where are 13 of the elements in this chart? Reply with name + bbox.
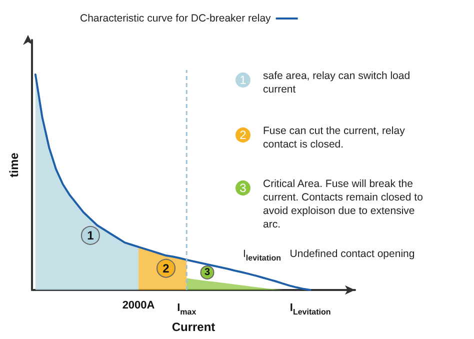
series-label: 1 [87,228,94,242]
series-label: 2 [162,261,170,276]
annotation: safe area, relay can switch load current [263,70,413,96]
series-label: 3 [204,266,210,278]
annotation: Fuse can cut the current, relay contact is closed. [263,124,408,150]
text: 3 [240,181,246,195]
annotation: Critical Area. Fuse will break the current. Contacts remain closed to avoid exploison due to extensive arc. [263,178,426,230]
text: 1 [240,73,246,87]
text: 2 [240,128,246,142]
y-axis-title: time [7,152,21,178]
legend-label: Characteristic curve for DC-breaker relay [80,12,272,24]
x-axis-title: Current [172,320,216,334]
x-tick-label: 2000A [122,300,155,312]
